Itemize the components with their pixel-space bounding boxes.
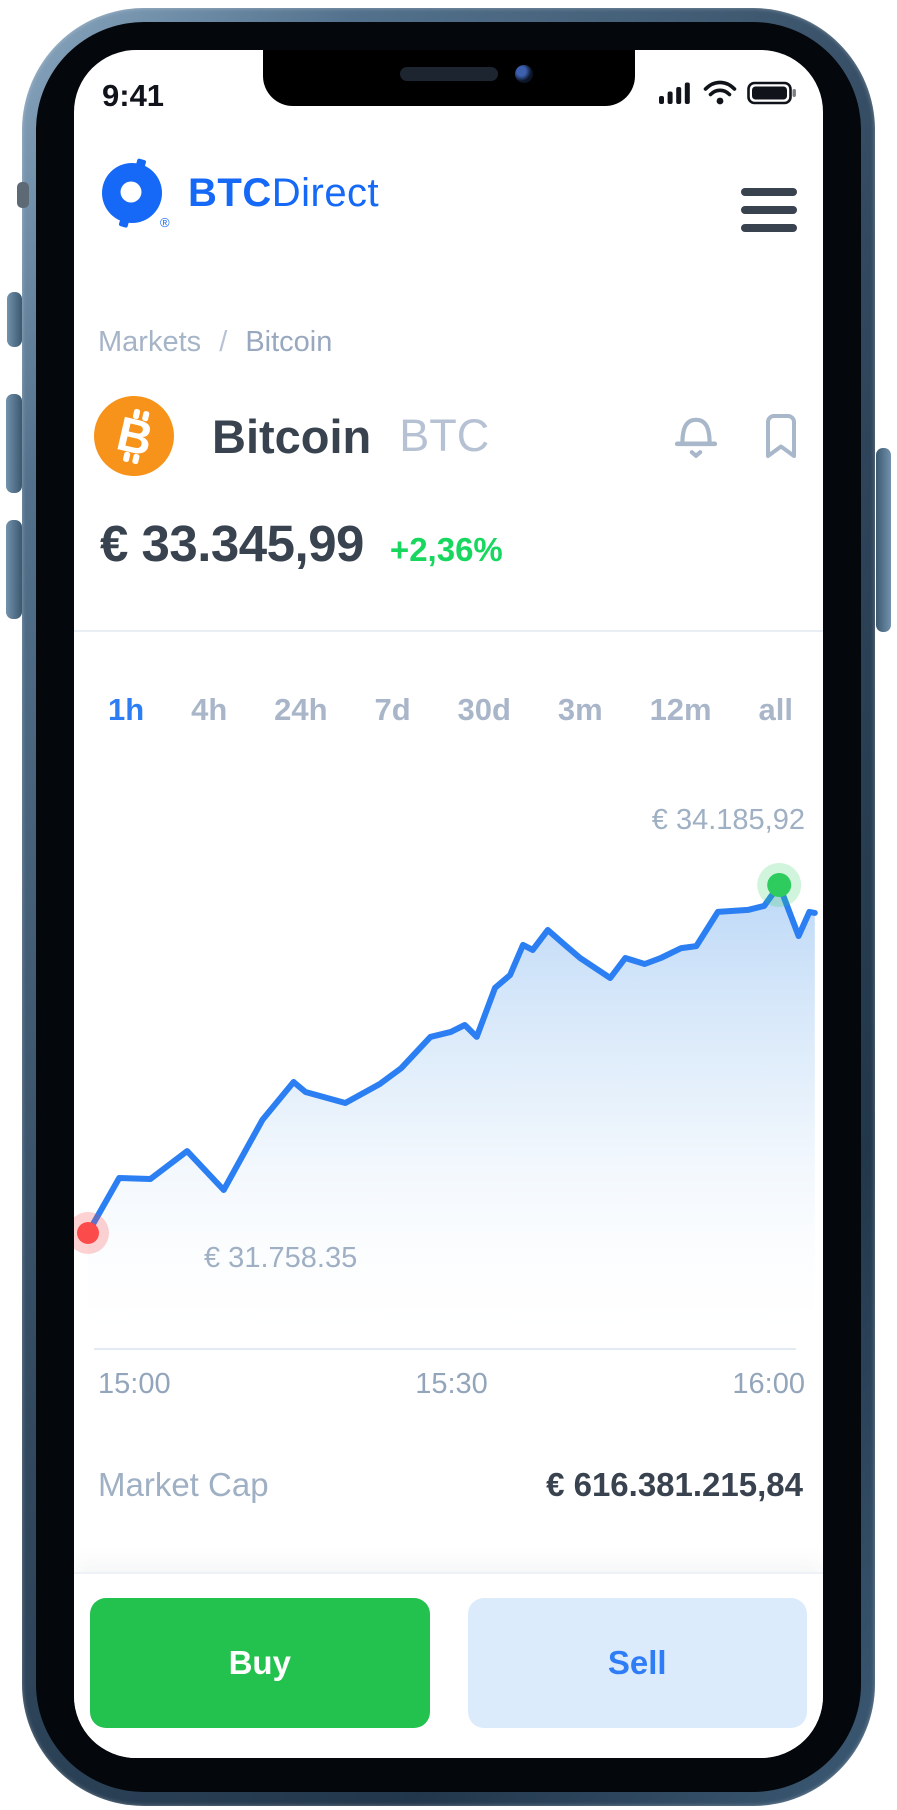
signal-strength-icon [659, 82, 690, 104]
x-axis-labels: 15:00 15:30 16:00 [74, 1368, 823, 1401]
tab-1h[interactable]: 1h [108, 692, 145, 727]
battery-icon [747, 81, 796, 105]
wifi-icon [703, 80, 737, 105]
market-cap-label: Market Cap [98, 1466, 269, 1503]
x-axis-line [94, 1348, 796, 1350]
tab-24h[interactable]: 24h [274, 692, 328, 727]
breadcrumb-markets[interactable]: Markets [98, 326, 202, 358]
tab-all[interactable]: all [758, 692, 793, 727]
chart-area-fill [88, 885, 815, 1346]
btcdirect-coin-icon: ® [102, 158, 170, 230]
app-screen: 9:41 [74, 50, 823, 1758]
tick-1500: 15:00 [98, 1368, 171, 1400]
brand-logo[interactable]: ® BTCDirect [98, 156, 379, 230]
watchlist-button[interactable] [761, 411, 801, 461]
volume-down-button [6, 520, 22, 619]
tab-4h[interactable]: 4h [191, 692, 228, 727]
market-cap-value: € 616.381.215,84 [546, 1466, 803, 1503]
status-icons [659, 80, 797, 106]
brand-light: Direct [271, 170, 380, 215]
market-cap-row: Market Cap € 616.381.215,84 [74, 1466, 823, 1504]
tab-30d[interactable]: 30d [457, 692, 511, 727]
start-dot [77, 1222, 99, 1244]
menu-button[interactable] [741, 188, 797, 232]
chart-low-label: € 31.758.35 [204, 1242, 358, 1274]
breadcrumb-bitcoin[interactable]: Bitcoin [245, 326, 333, 358]
action-bar: Buy Sell [74, 1572, 823, 1758]
breadcrumb-separator: / [219, 326, 228, 358]
end-dot [767, 873, 792, 897]
asset-name: Bitcoin [212, 409, 372, 463]
tab-12m[interactable]: 12m [649, 692, 712, 727]
status-bar: 9:41 [74, 72, 823, 116]
price-row: € 33.345,99 +2,36% [100, 514, 503, 573]
svg-text:®: ® [160, 215, 170, 230]
chart-line [85, 882, 818, 1236]
notch [262, 50, 635, 106]
price-chart[interactable] [74, 830, 823, 1370]
price-change-badge: +2,36% [389, 531, 503, 568]
bookmark-icon [766, 414, 796, 458]
front-camera [514, 65, 533, 83]
power-button [876, 448, 891, 632]
buy-button[interactable]: Buy [90, 1598, 430, 1728]
speaker-grille [399, 67, 498, 81]
tab-3m[interactable]: 3m [557, 692, 603, 727]
section-divider [74, 630, 823, 632]
chart-high-label: € 34.185,92 [651, 804, 805, 836]
antenna-band [17, 182, 29, 208]
volume-up-button [6, 394, 22, 493]
tick-1600: 16:00 [732, 1368, 805, 1400]
mute-switch [7, 292, 22, 347]
brand-wordmark: BTCDirect [188, 171, 379, 216]
tick-1530: 15:30 [415, 1368, 488, 1400]
bitcoin-icon: B [94, 396, 174, 476]
tab-7d[interactable]: 7d [374, 692, 411, 727]
current-price: € 33.345,99 [100, 515, 364, 572]
sell-button[interactable]: Sell [467, 1598, 807, 1728]
timeframe-tabs: 1h 4h 24h 7d 30d 3m 12m all [74, 692, 823, 728]
price-alert-button[interactable] [673, 411, 719, 461]
asset-header: B Bitcoin BTC [94, 396, 801, 476]
breadcrumb: Markets / Bitcoin [98, 326, 332, 359]
bell-icon [674, 417, 718, 458]
asset-ticker: BTC [399, 410, 490, 461]
status-time: 9:41 [102, 78, 165, 113]
brand-bold: BTC [188, 170, 272, 215]
